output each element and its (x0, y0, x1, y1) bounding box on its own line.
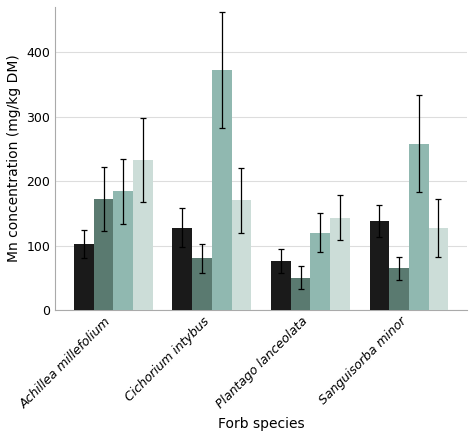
Bar (409, 144, 428, 310)
Bar (74, 244, 94, 310)
Bar (192, 259, 212, 310)
X-axis label: Forb species: Forb species (218, 417, 304, 431)
Bar (232, 200, 251, 310)
Bar (133, 160, 153, 310)
Bar (113, 191, 133, 310)
Bar (428, 228, 448, 310)
Y-axis label: Mn concentration (mg/kg DM): Mn concentration (mg/kg DM) (7, 54, 21, 262)
Bar (310, 233, 330, 310)
Bar (271, 261, 291, 310)
Bar (173, 228, 192, 310)
Bar (291, 278, 310, 310)
Bar (389, 268, 409, 310)
Bar (212, 70, 232, 310)
Bar (370, 221, 389, 310)
Bar (330, 218, 350, 310)
Bar (94, 199, 113, 310)
